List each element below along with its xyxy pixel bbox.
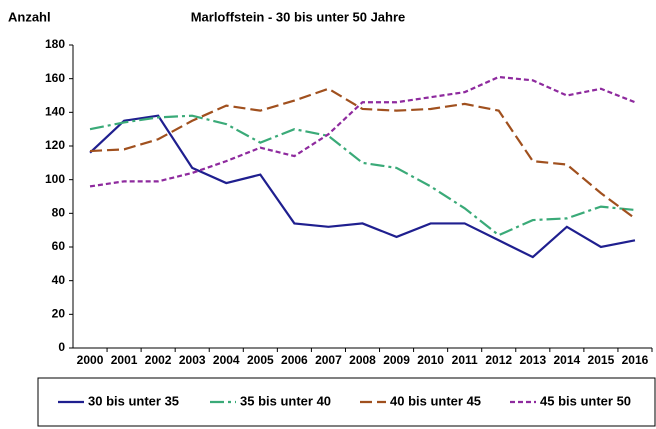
series-line [89,114,636,237]
y-tick-label: 160 [45,71,65,85]
x-tick-label: 2006 [281,353,308,367]
x-tick-label: 2015 [588,353,615,367]
legend-label: 45 bis unter 50 [540,393,631,408]
y-tick-label: 180 [45,37,65,51]
x-tick-label: 2003 [179,353,206,367]
x-tick-label: 2001 [111,353,138,367]
y-tick-label: 100 [45,172,65,186]
x-tick-label: 2013 [519,353,546,367]
legend-label: 35 bis unter 40 [240,393,331,408]
x-tick-label: 2009 [383,353,410,367]
y-tick-label: 20 [52,307,66,321]
series-line [89,75,636,188]
x-tick-label: 2000 [77,353,104,367]
legend-label: 40 bis unter 45 [390,393,481,408]
y-tick-label: 80 [52,206,66,220]
y-tick-label: 0 [58,340,65,354]
x-tick-label: 2010 [417,353,444,367]
y-tick-label: 60 [52,239,66,253]
y-tick-label: 140 [45,105,65,119]
y-tick-label: 40 [52,273,66,287]
x-tick-label: 2011 [452,353,478,367]
chart-title: Marloffstein - 30 bis unter 50 Jahre [191,9,406,24]
x-tick-label: 2012 [485,353,512,367]
x-tick-label: 2007 [315,353,342,367]
x-tick-label: 2005 [247,353,274,367]
x-tick-label: 2008 [349,353,376,367]
x-tick-label: 2016 [622,353,649,367]
x-tick-label: 2002 [145,353,172,367]
y-axis-label: Anzahl [8,9,51,24]
legend-label: 30 bis unter 35 [88,393,179,408]
x-tick-label: 2014 [554,353,581,367]
series-line [89,87,636,220]
x-tick-label: 2004 [213,353,240,367]
legend-box [37,377,656,427]
y-tick-label: 120 [45,138,65,152]
series-line [89,114,636,259]
